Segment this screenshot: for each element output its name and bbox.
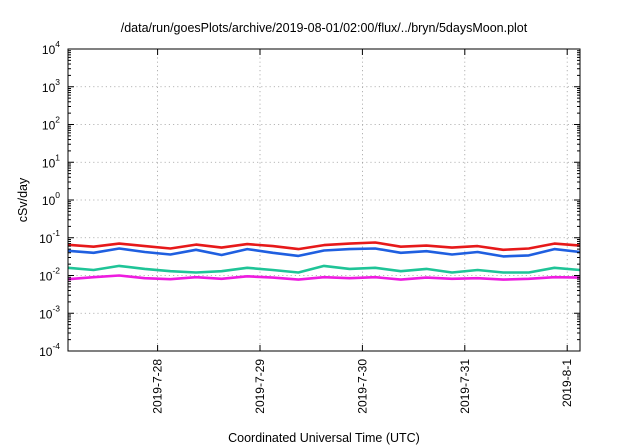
- y-tick-exponent: -1: [52, 228, 60, 238]
- x-tick-label: 2019-7-28: [151, 359, 165, 414]
- y-axis-label: cSv/day: [16, 177, 30, 222]
- y-tick-exponent: -4: [52, 341, 60, 351]
- x-tick-label: 2019-7-31: [458, 359, 472, 414]
- series-line-2: [67, 247, 581, 258]
- y-tick-exponent: -3: [52, 303, 60, 313]
- y-tick-label: 104: [42, 39, 60, 57]
- axis-ticks: 10-410-310-210-11001011021031042019-7-28…: [39, 39, 580, 414]
- y-tick-label: 10-1: [39, 228, 60, 246]
- x-tick-label: 2019-7-29: [253, 359, 267, 414]
- y-tick-exponent: 1: [55, 152, 60, 162]
- y-tick-exponent: 3: [55, 77, 60, 87]
- y-tick-label: 10-4: [39, 341, 60, 359]
- y-tick-label: 102: [42, 115, 60, 133]
- y-tick-exponent: -2: [52, 266, 60, 276]
- x-axis-label: Coordinated Universal Time (UTC): [228, 431, 420, 445]
- series-line-1: [67, 241, 581, 252]
- chart-title: /data/run/goesPlots/archive/2019-08-01/0…: [121, 21, 528, 35]
- x-tick-label: 2019-8-1: [560, 359, 574, 407]
- series-line-3: [67, 264, 581, 274]
- series-line-4: [67, 274, 581, 281]
- y-tick-label: 100: [42, 190, 60, 208]
- y-tick-exponent: 0: [55, 190, 60, 200]
- y-tick-label: 101: [42, 152, 60, 170]
- y-tick-exponent: 4: [55, 39, 60, 49]
- series-lines: [67, 241, 581, 281]
- y-tick-label: 10-2: [39, 266, 60, 284]
- y-tick-label: 103: [42, 77, 60, 95]
- grid-lines: [68, 48, 580, 352]
- x-tick-label: 2019-7-30: [355, 359, 369, 414]
- y-tick-label: 10-3: [39, 303, 60, 321]
- y-tick-exponent: 2: [55, 115, 60, 125]
